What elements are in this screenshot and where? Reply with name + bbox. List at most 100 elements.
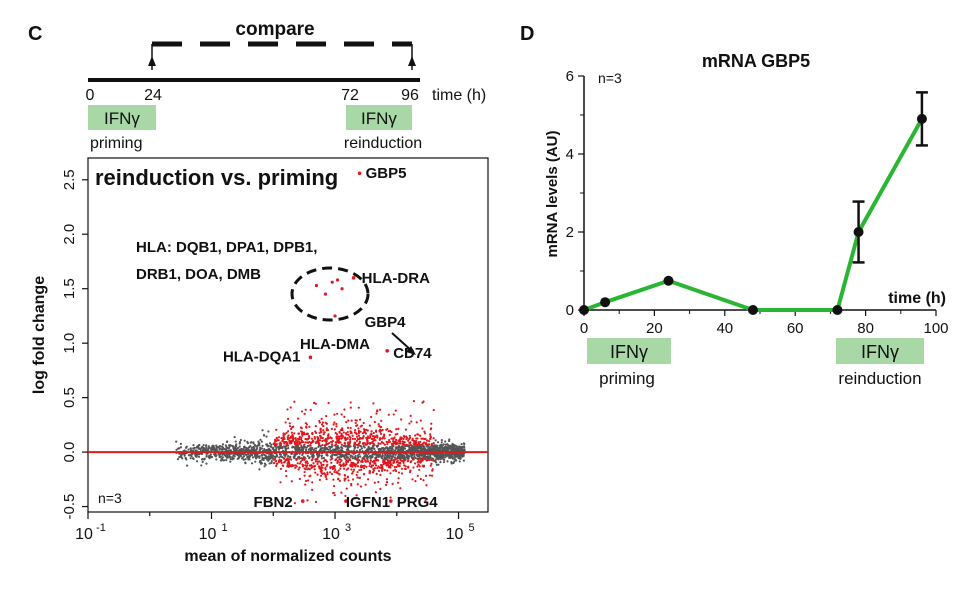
ma-point xyxy=(296,457,299,461)
ma-point xyxy=(378,455,382,458)
ma-point xyxy=(322,457,325,460)
ma-point xyxy=(375,464,378,467)
ma-y-tick-label: 0.0 xyxy=(61,442,78,463)
ma-point xyxy=(333,421,336,424)
ma-point xyxy=(453,460,456,463)
ma-point xyxy=(195,460,199,463)
ma-x-tick-label: 10 xyxy=(199,526,217,543)
ma-point xyxy=(381,437,384,440)
ma-point xyxy=(305,466,308,469)
ma-point xyxy=(318,460,321,463)
ma-point xyxy=(399,437,402,441)
ma-point xyxy=(454,453,457,456)
ma-point xyxy=(325,453,328,456)
ma-point xyxy=(379,473,382,477)
ma-point xyxy=(409,469,412,472)
ma-point xyxy=(395,460,398,464)
ma-point xyxy=(362,428,366,431)
ma-point xyxy=(345,461,348,464)
ma-point xyxy=(428,474,432,477)
ma-point xyxy=(180,455,183,458)
ma-point xyxy=(278,442,281,445)
ma-point xyxy=(245,453,248,456)
ma-point xyxy=(231,458,234,461)
ma-point xyxy=(288,425,292,428)
ma-point xyxy=(293,457,296,460)
ma-point xyxy=(452,446,455,449)
ifng-tag-priming-label: IFNγ xyxy=(104,109,140,128)
ma-point xyxy=(370,432,373,435)
ma-point xyxy=(361,432,365,435)
ma-point xyxy=(418,460,421,463)
ma-point xyxy=(325,427,328,430)
ma-point xyxy=(349,401,352,404)
ma-point xyxy=(350,431,353,434)
ma-point xyxy=(399,442,402,445)
ma-point xyxy=(336,437,339,440)
ma-point xyxy=(272,442,275,446)
ma-point xyxy=(201,460,204,463)
line-points-layer xyxy=(579,91,928,315)
ma-point xyxy=(357,460,360,464)
ma-point xyxy=(249,441,252,444)
ma-point xyxy=(400,472,404,475)
ma-point xyxy=(338,461,342,464)
ma-point xyxy=(384,454,387,457)
ma-point xyxy=(273,457,277,461)
ma-point xyxy=(267,444,270,448)
ma-point xyxy=(269,452,272,455)
ma-point xyxy=(383,456,386,459)
ma-labeled-point xyxy=(308,355,313,360)
ma-point xyxy=(387,413,390,416)
ma-point xyxy=(351,457,354,460)
ma-point xyxy=(356,470,359,474)
ma-point xyxy=(400,418,403,421)
ma-point xyxy=(319,435,322,438)
ma-point xyxy=(364,483,367,486)
ma-point xyxy=(368,424,371,427)
ma-point xyxy=(458,453,462,456)
ma-point xyxy=(394,469,398,473)
ma-point xyxy=(386,454,389,457)
ma-point xyxy=(424,474,428,477)
ma-point xyxy=(436,441,440,444)
ma-y-tick-label: 2.0 xyxy=(61,224,78,245)
ma-point xyxy=(374,491,378,494)
ma-point xyxy=(298,440,301,444)
ma-point xyxy=(386,455,389,459)
ma-point xyxy=(264,463,267,466)
ma-point xyxy=(267,452,270,455)
ma-point xyxy=(366,458,369,461)
ma-point xyxy=(305,426,308,429)
ma-point xyxy=(430,458,433,462)
line-data-point xyxy=(832,305,843,315)
ma-point xyxy=(215,445,218,449)
line-chart-title: mRNA GBP5 xyxy=(702,51,810,71)
ma-point xyxy=(329,466,332,469)
ma-point xyxy=(336,435,339,438)
ma-x-tick-label: 10 xyxy=(446,526,464,543)
ma-point xyxy=(417,433,420,436)
ma-point xyxy=(343,477,346,480)
ma-point xyxy=(288,462,291,465)
ma-point xyxy=(402,461,405,464)
ma-point xyxy=(241,456,244,459)
ma-point xyxy=(298,452,301,455)
ma-point xyxy=(283,461,286,464)
ma-point xyxy=(357,429,360,433)
ma-point xyxy=(325,414,328,418)
ma-point xyxy=(370,464,374,467)
ma-point xyxy=(407,465,410,468)
ma-point xyxy=(381,446,384,450)
ma-point xyxy=(382,460,385,464)
ma-point xyxy=(190,455,193,458)
ma-point xyxy=(443,446,446,449)
ma-point xyxy=(222,448,225,451)
ma-point xyxy=(304,441,307,444)
ma-point xyxy=(346,444,349,447)
ma-point xyxy=(428,440,431,443)
panel-d-letter: D xyxy=(520,23,534,45)
ma-point xyxy=(399,453,402,456)
ma-point xyxy=(315,457,319,461)
ma-point xyxy=(455,448,458,452)
